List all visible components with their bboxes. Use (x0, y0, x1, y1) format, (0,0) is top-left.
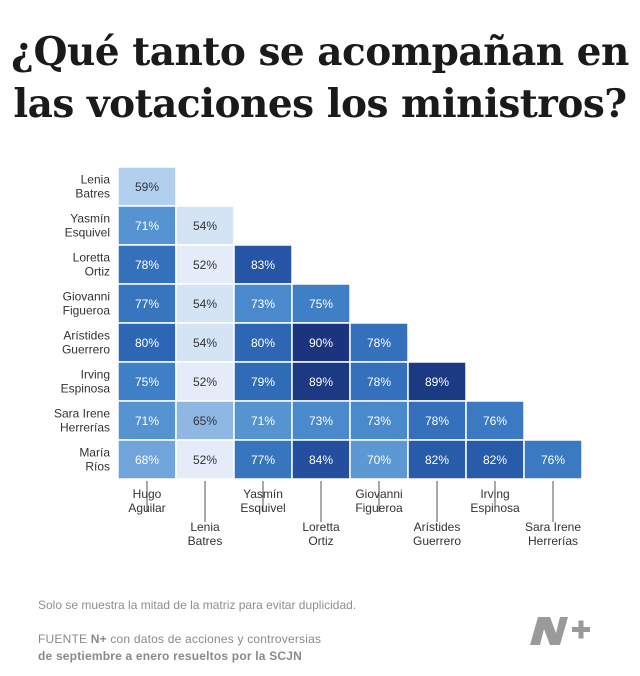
source-brand: N+ (90, 632, 107, 646)
heatmap-cell (233, 322, 293, 363)
cell-value-label: 71% (251, 414, 275, 428)
cell-value-label: 54% (193, 336, 217, 350)
row-label: Yasmín Esquivel (65, 212, 110, 240)
source-credit: FUENTE N+ con datos de acciones y contro… (38, 631, 321, 665)
heatmap-cell (117, 439, 177, 480)
cell-value-label: 82% (425, 453, 449, 467)
footnote: Solo se muestra la mitad de la matriz pa… (38, 598, 357, 612)
heatmap-cell (465, 400, 525, 441)
heatmap-cell (349, 439, 409, 480)
heatmap-cell (291, 283, 351, 324)
cell-value-label: 89% (309, 375, 333, 389)
cell-value-label: 73% (251, 297, 275, 311)
row-label: Giovanni Figueroa (63, 290, 111, 318)
cell-value-label: 78% (425, 414, 449, 428)
source-line-2: de septiembre a enero resueltos por la S… (38, 649, 303, 663)
heatmap-cell (233, 244, 293, 285)
heatmap-cell (117, 283, 177, 324)
column-label: Loretta Ortiz (302, 520, 340, 548)
cell-value-label: 79% (251, 375, 275, 389)
n-plus-logo-icon (530, 617, 590, 645)
heatmap-cell (407, 400, 467, 441)
cell-value-label: 78% (135, 258, 159, 272)
heatmap-cell (175, 400, 235, 441)
heatmap-cell (465, 439, 525, 480)
cell-value-label: 65% (193, 414, 217, 428)
chart-title: ¿Qué tanto se acompañan en las votacione… (0, 26, 640, 130)
heatmap-cell (291, 439, 351, 480)
chart-title-line-1: ¿Qué tanto se acompañan en (11, 29, 629, 75)
row-label: Loretta Ortiz (73, 251, 111, 279)
heatmap-cell (175, 361, 235, 402)
heatmap-cell (349, 322, 409, 363)
column-label: Irving Espinosa (470, 487, 520, 515)
cell-value-label: 84% (309, 453, 333, 467)
row-label: Arístides Guerrero (62, 329, 110, 357)
row-label: María Ríos (79, 446, 110, 474)
cell-value-label: 90% (309, 336, 333, 350)
chart-title-line-2: las votaciones los ministros? (13, 81, 627, 127)
column-label: Arístides Guerrero (413, 520, 461, 548)
cell-value-label: 54% (193, 297, 217, 311)
cell-value-label: 77% (135, 297, 159, 311)
cell-value-label: 75% (309, 297, 333, 311)
cell-value-label: 52% (193, 453, 217, 467)
column-label: Yasmín Esquivel (240, 487, 285, 515)
heatmap-cell (233, 439, 293, 480)
cell-value-label: 76% (541, 453, 565, 467)
cell-value-label: 78% (367, 336, 391, 350)
heatmap-cell (175, 205, 235, 246)
cell-value-label: 71% (135, 414, 159, 428)
cell-value-label: 76% (483, 414, 507, 428)
cell-value-label: 83% (251, 258, 275, 272)
cell-value-label: 73% (309, 414, 333, 428)
heatmap-cell (175, 439, 235, 480)
cell-value-label: 71% (135, 219, 159, 233)
cell-value-label: 73% (367, 414, 391, 428)
heatmap-cell (233, 400, 293, 441)
heatmap-cell (175, 322, 235, 363)
cell-value-label: 68% (135, 453, 159, 467)
cell-value-label: 70% (367, 453, 391, 467)
heatmap-chart: 59% 71% 54% 78% 52% 83% 77% 54% 73% 75% 80% 54% 80% 9… (54, 166, 583, 548)
cell-value-label: 75% (135, 375, 159, 389)
cell-value-label: 89% (425, 375, 449, 389)
heatmap-cell (175, 244, 235, 285)
row-label: Sara Irene Herrerías (54, 407, 110, 435)
cell-value-label: 80% (135, 336, 159, 350)
column-label: Giovanni Figueroa (355, 487, 403, 515)
heatmap-cell (291, 322, 351, 363)
heatmap-cell (407, 361, 467, 402)
column-label: Lenia Batres (188, 520, 223, 548)
cell-value-label: 59% (135, 180, 159, 194)
heatmap-cell (175, 283, 235, 324)
cell-value-label: 54% (193, 219, 217, 233)
source-prefix: FUENTE (38, 632, 91, 646)
row-label: Lenia Batres (75, 173, 110, 201)
cell-value-label: 82% (483, 453, 507, 467)
source-line-1: con datos de acciones y controversias (106, 632, 322, 646)
cell-value-label: 80% (251, 336, 275, 350)
row-label: Irving Espinosa (61, 368, 111, 396)
cell-value-label: 78% (367, 375, 391, 389)
heatmap-cell (523, 439, 583, 480)
cell-value-label: 52% (193, 258, 217, 272)
heatmap-cell (233, 361, 293, 402)
cell-value-label: 52% (193, 375, 217, 389)
column-label: Hugo Aguilar (128, 487, 165, 515)
column-label: Sara Irene Herrerías (525, 520, 581, 548)
cell-value-label: 77% (251, 453, 275, 467)
